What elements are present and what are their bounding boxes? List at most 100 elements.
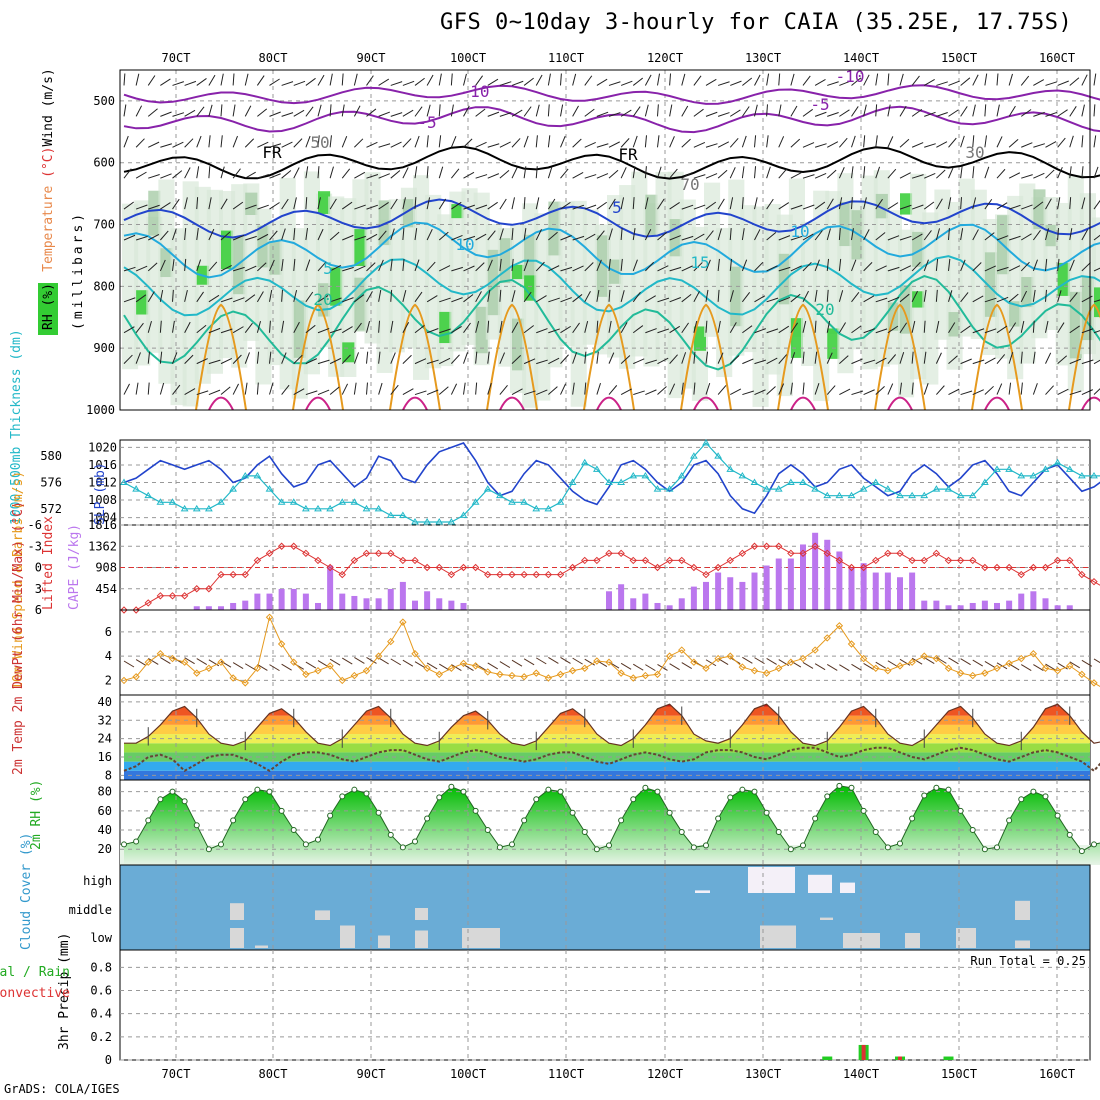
wind-barb: [838, 197, 843, 210]
lifted-marker: [629, 556, 637, 565]
thickness-marker: [1005, 465, 1014, 472]
wind-barb: [220, 231, 231, 241]
rh-marker: [557, 788, 564, 795]
wind-barb: [705, 173, 718, 179]
wind-barb: [608, 289, 611, 302]
wind-barb: [269, 173, 281, 179]
rh-shade-mid: [839, 201, 852, 247]
wind-barb: [317, 327, 330, 334]
wind-barb: [935, 198, 943, 210]
wind-barb: [548, 297, 560, 303]
wind-barb: [341, 168, 351, 179]
wind-tick: 6: [105, 625, 112, 639]
wind-barb: [669, 297, 682, 303]
cape-bar: [278, 588, 285, 610]
rh-marker: [945, 786, 952, 793]
thickness-marker: [265, 485, 274, 492]
wind-barb: [972, 74, 979, 86]
wind-barb: [535, 74, 543, 86]
lifted-marker: [799, 549, 807, 558]
rh-shade-high: [827, 328, 840, 359]
wind-barb: [644, 104, 649, 117]
wind-barb: [560, 325, 571, 334]
wind-barb: [705, 78, 717, 86]
wind-barb: [960, 197, 962, 210]
wind-barb: [826, 169, 837, 179]
wind-barb: [1021, 142, 1033, 148]
thickness-marker: [605, 478, 613, 485]
wind-barb: [790, 293, 801, 303]
wind-barb: [838, 227, 841, 241]
wind-barb: [341, 73, 344, 86]
wind-barb: [923, 351, 927, 364]
wind-barb: [244, 322, 253, 334]
wind-barb: [354, 235, 366, 241]
wind-marker: [556, 670, 565, 679]
wind-barb: [535, 229, 542, 241]
wind-barb: [414, 358, 427, 365]
wind-marker: [714, 654, 722, 663]
wind-barb: [766, 328, 779, 334]
lifted-marker: [132, 606, 140, 614]
wind-marker: [168, 654, 177, 663]
wind-barb: [232, 135, 238, 148]
wind-barb: [657, 198, 665, 210]
cape-bar: [412, 600, 418, 610]
wind-barb: [269, 143, 282, 148]
rh-marker: [569, 809, 576, 816]
wind-barb: [875, 297, 888, 303]
wind-barb: [402, 197, 406, 210]
wind-barb: [741, 106, 750, 117]
wind-barb: [742, 358, 754, 365]
contour-label: 50: [310, 133, 329, 152]
rh-shade-light: [534, 213, 551, 401]
wind-barb: [1008, 322, 1017, 333]
wind-marker: [314, 667, 322, 675]
rh-marker: [351, 786, 358, 793]
wind-barb: [802, 320, 807, 333]
thickness-marker: [544, 504, 553, 512]
cape-bar: [969, 602, 976, 610]
rh-marker: [860, 807, 867, 814]
lifted-marker: [338, 570, 346, 579]
wind-barb: [329, 297, 342, 303]
contour-label: 10: [455, 235, 474, 254]
wind-barb: [184, 290, 188, 302]
contour-label: 20: [815, 300, 834, 319]
cloud-bg: [120, 865, 1090, 950]
lifted-tick: -3: [28, 539, 42, 553]
wind-barb: [184, 354, 194, 364]
temp-contour-hot: [1081, 396, 1100, 411]
wind-barb: [1008, 382, 1012, 395]
wind-barb: [729, 290, 734, 302]
wind-marker: [544, 674, 553, 682]
top-date-label: 140CT: [843, 51, 879, 65]
wind-barb: [802, 233, 814, 241]
lifted-marker: [217, 570, 225, 579]
cape-tick: 908: [95, 561, 117, 575]
cape-ylabel: CAPE (J/kg): [67, 524, 82, 610]
cape-bar: [327, 565, 334, 610]
wind-barb: [1081, 197, 1086, 210]
cape-bar: [424, 591, 431, 610]
wind-marker: [496, 670, 504, 679]
wind-barb: [426, 389, 439, 396]
wind-barb: [984, 135, 988, 148]
lifted-tick: 0: [35, 561, 42, 575]
wind-barb-10m: [560, 657, 571, 664]
wind-barb: [814, 201, 826, 210]
wind-barb: [596, 111, 609, 117]
wind-barb: [535, 197, 540, 210]
temp-band: [124, 743, 1090, 753]
wind-barb-10m: [923, 657, 935, 664]
cloud-layer-label: high: [83, 874, 112, 888]
wind-barb: [511, 322, 519, 333]
rh-shade-high: [1057, 262, 1070, 296]
wind-barb: [1032, 259, 1038, 272]
lifted-marker: [920, 556, 928, 565]
precip-bar-convective: [898, 1056, 902, 1060]
wind-barb: [1032, 383, 1038, 395]
wind-barb: [560, 235, 572, 241]
wind-barb: [1057, 137, 1066, 148]
rh-marker: [642, 784, 649, 791]
